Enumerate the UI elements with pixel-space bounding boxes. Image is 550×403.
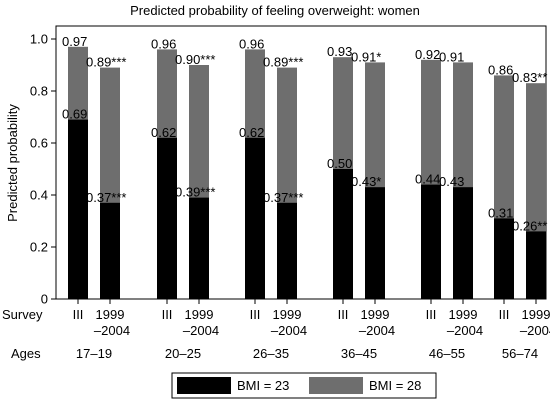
chart-title: Predicted probability of feeling overwei… xyxy=(130,3,420,18)
survey-label: III xyxy=(426,307,437,322)
bar-bmi23 xyxy=(365,187,385,299)
data-label-bmi23: 0.43 xyxy=(439,174,464,189)
data-label-bmi28: 0.93 xyxy=(327,44,352,59)
survey-label: 1999 xyxy=(273,307,302,322)
survey-label: 1999 xyxy=(361,307,390,322)
legend-label-bmi28: BMI = 28 xyxy=(369,378,421,393)
legend-swatch-bmi23 xyxy=(177,377,231,394)
data-label-bmi23: 0.31 xyxy=(488,205,513,220)
data-label-bmi28: 0.86 xyxy=(488,62,513,77)
bar-bmi23 xyxy=(68,119,88,299)
survey-label: III xyxy=(162,307,173,322)
data-label-bmi28: 0.96 xyxy=(239,36,264,51)
data-label-bmi28: 0.96 xyxy=(151,36,176,51)
bar-bmi23 xyxy=(526,231,546,299)
bar-bmi23 xyxy=(189,197,209,299)
bar-labels: 0.97 0.69 0.89*** 0.37*** 0.96 0.62 0.90*** 0.3… xyxy=(62,34,547,234)
survey-label-line2: –2004 xyxy=(183,323,219,338)
survey-label-line2: –2004 xyxy=(359,323,395,338)
survey-label-line2: –2004 xyxy=(520,323,550,338)
bar-bmi23 xyxy=(277,202,297,299)
ages-label: 36–45 xyxy=(341,346,377,361)
y-tick-label: 0.6 xyxy=(30,136,48,151)
bar-bmi23 xyxy=(421,184,441,299)
data-label-bmi23: 0.37*** xyxy=(86,190,126,205)
ages-label: 17–19 xyxy=(76,346,112,361)
survey-label: III xyxy=(73,307,84,322)
data-label-bmi23: 0.50 xyxy=(327,156,352,171)
bar-bmi23 xyxy=(100,202,120,299)
y-tick-label: 0.2 xyxy=(30,240,48,255)
survey-label: 1999 xyxy=(185,307,214,322)
data-label-bmi28: 0.89*** xyxy=(263,55,303,70)
survey-label-line2: –2004 xyxy=(94,323,130,338)
bar-bmi23 xyxy=(157,137,177,299)
data-label-bmi23: 0.44 xyxy=(415,172,440,187)
ages-label: 46–55 xyxy=(429,346,465,361)
legend-swatch-bmi28 xyxy=(309,377,363,394)
bar-bmi23 xyxy=(333,169,353,299)
ages-label: 26–35 xyxy=(253,346,289,361)
y-tick-label: 0 xyxy=(41,292,48,307)
data-label-bmi23: 0.26** xyxy=(512,218,547,233)
data-label-bmi23: 0.69 xyxy=(62,107,87,122)
survey-label: III xyxy=(250,307,261,322)
legend: BMI = 23 BMI = 28 xyxy=(171,372,437,399)
y-axis: 0 0.2 0.4 0.6 0.8 1.0 xyxy=(30,32,56,307)
bar-bmi23 xyxy=(453,187,473,299)
data-label-bmi28: 0.92 xyxy=(415,47,440,62)
bar-bmi23 xyxy=(245,137,265,299)
survey-row-label: Survey xyxy=(2,307,43,322)
ages-row-label: Ages xyxy=(11,346,41,361)
data-label-bmi28: 0.91* xyxy=(351,49,381,64)
data-label-bmi23: 0.62 xyxy=(151,125,176,140)
data-label-bmi28: 0.97 xyxy=(62,34,87,49)
data-label-bmi23: 0.39*** xyxy=(175,185,215,200)
survey-label: 1999 xyxy=(522,307,550,322)
y-axis-label: Predicted probability xyxy=(5,104,20,222)
ages-label: 20–25 xyxy=(165,346,201,361)
data-label-bmi28: 0.91 xyxy=(439,49,464,64)
survey-label: III xyxy=(338,307,349,322)
data-label-bmi23: 0.62 xyxy=(239,125,264,140)
data-label-bmi23: 0.37*** xyxy=(263,190,303,205)
y-tick-label: 0.8 xyxy=(30,84,48,99)
data-label-bmi28: 0.83** xyxy=(512,70,547,85)
ages-label: 56–74 xyxy=(502,346,538,361)
data-label-bmi28: 0.90*** xyxy=(175,52,215,67)
survey-label-line2: –2004 xyxy=(447,323,483,338)
survey-label: 1999 xyxy=(96,307,125,322)
bar-bmi23 xyxy=(494,218,514,299)
bars xyxy=(68,46,546,300)
survey-label-line2: –2004 xyxy=(271,323,307,338)
data-label-bmi23: 0.43* xyxy=(351,174,381,189)
survey-label: III xyxy=(499,307,510,322)
survey-label: 1999 xyxy=(449,307,478,322)
y-tick-label: 1.0 xyxy=(30,32,48,47)
data-label-bmi28: 0.89*** xyxy=(86,55,126,70)
legend-label-bmi23: BMI = 23 xyxy=(237,378,289,393)
y-tick-label: 0.4 xyxy=(30,188,48,203)
